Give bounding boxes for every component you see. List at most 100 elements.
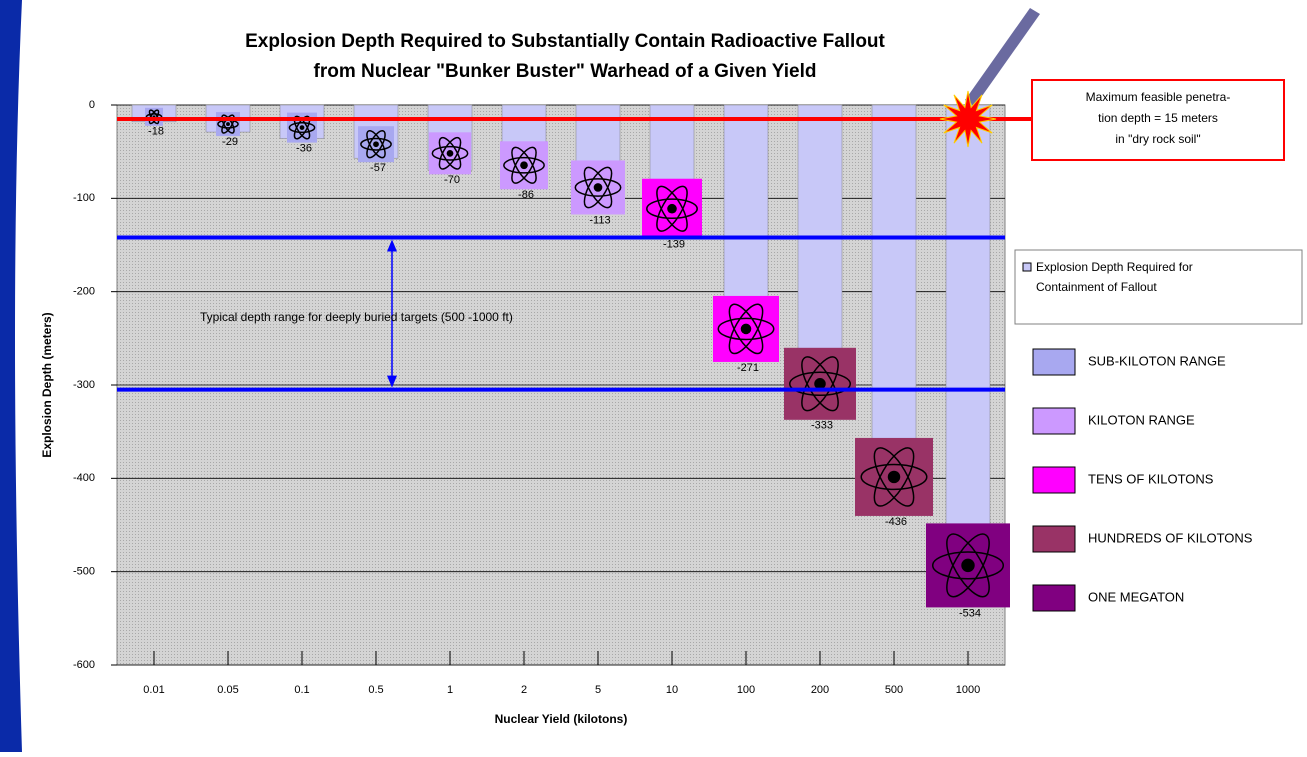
atom-orbit — [221, 114, 235, 134]
atom-nucleus — [520, 161, 528, 170]
atom-orbit — [293, 115, 311, 140]
data-label: -57 — [370, 162, 386, 174]
x-tick-label: 2 — [521, 684, 527, 696]
x-tick-label: 0.01 — [143, 684, 164, 696]
callout-text: tion depth = 15 meters — [1098, 111, 1218, 125]
atom-nucleus — [446, 149, 454, 157]
atom-nucleus — [961, 558, 975, 573]
y-tick-label: 0 — [89, 99, 95, 111]
legend-label: KILOTON RANGE — [1088, 412, 1195, 427]
legend-swatch — [1032, 407, 1076, 435]
data-label: -139 — [663, 239, 685, 251]
atom-nucleus — [887, 470, 901, 484]
slide-edge — [0, 0, 22, 752]
legend-label: HUNDREDS OF KILOTONS — [1088, 530, 1253, 545]
atom-orbit — [583, 166, 613, 209]
callout-text: in "dry rock soil" — [1115, 132, 1200, 146]
data-label: -86 — [518, 189, 534, 201]
atom-orbit — [946, 533, 990, 598]
data-label: -113 — [589, 214, 610, 226]
x-axis-label: Nuclear Yield (kilotons) — [495, 712, 628, 726]
x-tick-label: 0.05 — [217, 684, 238, 696]
atom-orbit — [438, 136, 462, 170]
starburst — [939, 90, 997, 148]
x-tick-label: 1000 — [956, 684, 980, 696]
bar — [945, 104, 991, 604]
y-axis-label: Explosion Depth (meters) — [40, 312, 54, 457]
x-tick-label: 500 — [885, 684, 903, 696]
atom-orbit — [511, 146, 537, 184]
atom-orbit — [583, 166, 613, 209]
atom-orbit — [360, 137, 392, 151]
atom-orbit — [431, 145, 469, 161]
atom-orbit — [717, 317, 775, 341]
atom-orbit — [860, 463, 928, 491]
legend-swatch — [1032, 466, 1076, 494]
atom-nucleus — [226, 122, 230, 126]
legend-label: ONE MEGATON — [1088, 589, 1184, 604]
atom-orbit — [503, 156, 545, 174]
atom-orbit — [656, 185, 688, 232]
legend-label: SUB-KILOTON RANGE — [1088, 353, 1226, 368]
x-tick-label: 100 — [737, 684, 755, 696]
atom-nucleus — [667, 203, 677, 214]
legend-swatch — [1032, 584, 1076, 612]
annotation: Typical depth range for deeply buried ta… — [200, 310, 513, 324]
y-tick-label: -400 — [73, 472, 95, 484]
atom-nucleus — [593, 183, 603, 192]
atom-orbit — [221, 114, 235, 134]
y-tick-label: -200 — [73, 286, 95, 298]
legend-label: TENS OF KILOTONS — [1088, 471, 1214, 486]
atom-nucleus — [814, 378, 826, 390]
callout-box — [1031, 79, 1285, 161]
atom-nucleus — [740, 323, 752, 335]
x-tick-label: 10 — [666, 684, 678, 696]
atom-orbit — [574, 178, 622, 197]
x-tick-label: 5 — [595, 684, 601, 696]
legend-swatch — [1032, 348, 1076, 376]
y-tick-label: -300 — [73, 379, 95, 391]
atom-orbit — [931, 551, 1005, 580]
y-tick-label: -100 — [73, 192, 95, 204]
atom-orbit — [728, 303, 764, 355]
data-label: -436 — [885, 516, 907, 528]
data-label: -333 — [811, 420, 833, 432]
atom-orbit — [288, 122, 316, 134]
atom-orbit — [511, 146, 537, 184]
legend-swatch — [1032, 525, 1076, 553]
atom-orbit — [873, 447, 915, 507]
callout-text: Maximum feasible penetra- — [1086, 90, 1231, 104]
x-tick-label: 0.5 — [368, 684, 383, 696]
data-label: -70 — [444, 174, 460, 186]
legend-swatch — [1022, 262, 1032, 272]
atom-nucleus — [373, 141, 379, 148]
y-tick-label: -500 — [73, 566, 95, 578]
x-tick-label: 0.1 — [294, 684, 309, 696]
data-label: -36 — [296, 143, 312, 155]
atom-orbit — [656, 185, 688, 232]
chart-title: Explosion Depth Required to Substantiall… — [245, 31, 885, 52]
atom-orbit — [728, 303, 764, 355]
atom-orbit — [366, 130, 386, 159]
atom-orbit — [646, 198, 698, 220]
atom-orbit — [946, 533, 990, 598]
atom-orbit — [789, 371, 851, 397]
missile — [965, 8, 1040, 106]
atom-orbit — [366, 130, 386, 159]
atom-orbit — [293, 115, 311, 140]
legend-box — [1014, 249, 1303, 325]
data-label: -29 — [222, 136, 238, 148]
arrow-head — [387, 375, 397, 388]
atom-nucleus — [299, 125, 305, 130]
chart-title: from Nuclear "Bunker Buster" Warhead of … — [314, 61, 817, 82]
data-label: -18 — [148, 126, 164, 138]
atom-orbit — [438, 136, 462, 170]
data-label: -534 — [959, 607, 981, 619]
y-tick-label: -600 — [73, 659, 95, 671]
x-tick-label: 1 — [447, 684, 453, 696]
atom-orbit — [873, 447, 915, 507]
data-label: -271 — [737, 362, 759, 374]
arrow-head — [387, 239, 397, 252]
